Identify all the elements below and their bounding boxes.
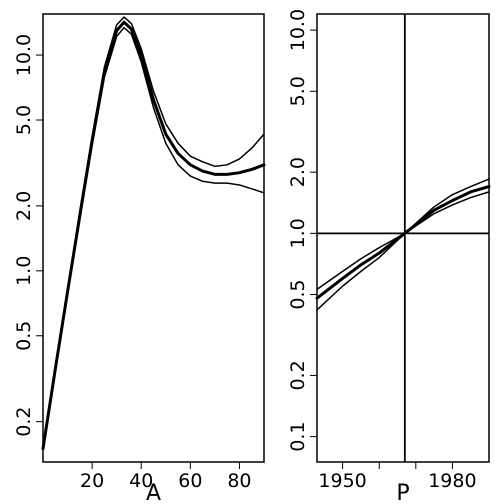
x-tick-label: 20 [80,470,104,492]
y-tick-label: 2.0 [287,157,309,187]
x-axis-label: P [396,481,409,504]
y-tick-label: 0.5 [13,321,35,351]
panel-right: 1950 1980 0.1 0.2 0.5 1.0 2.0 5.0 10.0 P [287,9,491,504]
y-tick-label: 0.2 [13,407,35,437]
plot-frame [42,13,265,463]
y-tick-label: 0.2 [287,360,309,390]
y-tick-label: 1.0 [13,256,35,286]
y-tick-label: 2.0 [13,191,35,221]
plot-frame [316,13,490,463]
y-tick-label: 0.5 [287,279,309,309]
y-tick-label: 5.0 [287,76,309,106]
y-tick-label: 0.1 [287,422,309,452]
panel-left: 20 40 60 80 0.2 0.5 1.0 2.0 5.0 10.0 A [13,13,266,504]
x-tick-label: 80 [227,470,251,492]
x-tick-label: 1980 [428,470,476,492]
x-tick-label: 1950 [318,470,366,492]
series-line-lower-band [42,26,265,450]
series-line-estimate [315,185,491,300]
series-line-upper-band [42,16,265,450]
y-tick-label: 10.0 [287,9,309,51]
series-line-lower-band [316,191,490,311]
x-tick-label: 40 [129,470,153,492]
x-axis-label: A [146,481,161,504]
x-tick-label: 60 [178,470,202,492]
y-tick-label: 5.0 [13,105,35,135]
y-tick-label: 10.0 [13,34,35,76]
y-tick-label: 1.0 [287,218,309,248]
